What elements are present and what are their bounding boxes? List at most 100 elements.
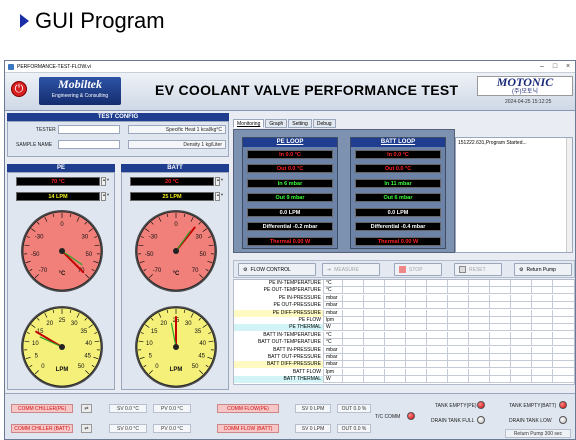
row-unit: lpm (326, 317, 335, 323)
grid-line (468, 368, 469, 376)
grid-line (468, 361, 469, 369)
grid-line (468, 317, 469, 324)
grid-line (363, 376, 364, 384)
row-unit: mbar (326, 294, 338, 301)
grid-line (510, 294, 511, 302)
gauge-tick (207, 260, 213, 264)
pe-temp-spinner[interactable]: ▲▼ (101, 177, 110, 186)
slide-title-text: GUI Program (35, 8, 165, 33)
gauge-tick (202, 324, 207, 328)
grid-line (468, 324, 469, 332)
triangle-bullet-icon (20, 14, 29, 28)
table-row: PE OUT-PRESSURE mbar (234, 302, 574, 310)
loop-monitor-area: PE LOOP In 0.0 °C Out 0.0 °C In 6 mbar O… (233, 129, 455, 253)
pe-flow-setpoint[interactable]: 14 LPM (16, 192, 100, 201)
grid-line (552, 294, 553, 302)
sample-name-input[interactable] (58, 140, 120, 149)
grid-line (489, 361, 490, 369)
gauge-tick-label: 45 (198, 353, 205, 359)
window-title: PERFORMANCE-TEST-FLOW.vi (17, 63, 91, 70)
grid-line (426, 368, 427, 376)
gauge-tick (148, 274, 153, 279)
comm-chiller-pe-button[interactable]: COMM CHILLER(PE) (11, 404, 73, 413)
gauge-tick-label: 70 (192, 268, 199, 274)
stop-button[interactable]: STOP (394, 263, 442, 276)
power-button[interactable]: ⏻ (11, 81, 27, 97)
gauge-tick-label: 30 (185, 321, 192, 327)
grid-line (405, 317, 406, 324)
tab-setting[interactable]: Setting (288, 119, 312, 128)
comm-flow-pe-button[interactable]: COMM FLOW(PE) (217, 404, 279, 413)
tester-input[interactable] (58, 125, 120, 134)
tank-empty-batt-label: TANK EMPTY(BATT) (509, 403, 557, 409)
grid-line (342, 324, 343, 332)
gauge-tick (84, 317, 87, 321)
gauge-tick (205, 268, 209, 272)
specific-heat-field[interactable]: Specific Heat 1 kcal/kg°C (128, 125, 226, 134)
batt-flow-setpoint[interactable]: 25 LPM (130, 192, 214, 201)
close-icon[interactable]: × (565, 63, 571, 70)
grid-line (384, 317, 385, 324)
pe-temp-setpoint[interactable]: 70 °C (16, 177, 100, 186)
log-output[interactable]: 151222.631,Program Started... (455, 137, 573, 253)
gauge-tick (183, 213, 186, 218)
gauge-tick (208, 332, 212, 334)
gauge-secondary-needle (170, 322, 177, 348)
gauge-tick (140, 332, 144, 334)
gauge-tick (84, 221, 87, 225)
gauge-tick (183, 309, 186, 314)
density-field[interactable]: Density 1 kg/Liter (128, 140, 226, 149)
gauge-tick-label: 50 (85, 252, 92, 258)
flow-control-button[interactable]: ⚙ FLOW CONTROL (238, 263, 316, 276)
gauge-tick (143, 268, 147, 272)
gauge-secondary-needle (39, 336, 63, 348)
grid-line (510, 368, 511, 376)
chiller-batt-settings-icon[interactable]: ⇄ (81, 424, 92, 433)
maximize-icon[interactable]: □ (552, 63, 558, 70)
grid-line (342, 287, 343, 295)
gauge-tick (24, 340, 30, 343)
grid-line (510, 309, 511, 317)
table-row: BATT IN-PRESSURE mbar (234, 346, 574, 354)
grid-line (363, 361, 364, 369)
grid-line (384, 376, 385, 384)
tab-monitoring[interactable]: Monitoring (233, 119, 265, 128)
tab-debug[interactable]: Debug (312, 119, 336, 128)
gauge-tick-label: 50 (78, 364, 85, 370)
minimize-icon[interactable]: – (540, 63, 544, 70)
drain-tank-full-label: DRAIN TANK FULL (431, 418, 475, 424)
pe-flow-spinner[interactable]: ▲▼ (101, 192, 110, 201)
tc-comm-led (407, 412, 415, 420)
gauge-tick-label: 40 (199, 341, 206, 347)
tab-graph[interactable]: Graph (265, 119, 288, 128)
gauge-tick (208, 340, 214, 343)
grid-line (531, 302, 532, 310)
chiller-pe-settings-icon[interactable]: ⇄ (81, 404, 92, 413)
grid-line (468, 302, 469, 310)
batt-temp-setpoint[interactable]: 20 °C (130, 177, 214, 186)
grid-line (426, 294, 427, 302)
batt-loop-header: BATT LOOP (351, 138, 445, 147)
gauge-tick (140, 236, 144, 238)
measure-button[interactable]: ➜ MEASURE (322, 263, 380, 276)
batt-flow-spinner[interactable]: ▲▼ (215, 192, 224, 201)
comm-chiller-batt-button[interactable]: COMM CHILLER (BATT) (11, 424, 73, 433)
log-scrollbar[interactable] (566, 138, 572, 252)
grid-line (489, 294, 490, 302)
comm-flow-batt-button[interactable]: COMM FLOW (BATT) (217, 424, 279, 433)
gauge-unit-label: LPM (170, 367, 183, 373)
batt-temp-spinner[interactable]: ▲▼ (215, 177, 224, 186)
reset-button[interactable]: RESET (454, 263, 502, 276)
row-name: BATT THERMAL (234, 376, 324, 384)
gauge-tick (93, 356, 99, 360)
grid-line (426, 361, 427, 369)
grid-line (447, 309, 448, 317)
grid-line (468, 280, 469, 287)
gauge-tick (158, 312, 162, 318)
row-unit: mbar (326, 354, 338, 360)
grid-line (447, 354, 448, 361)
row-name: PE THERMAL (234, 324, 324, 332)
grid-line (552, 331, 553, 339)
return-pump-button[interactable]: ⚙ Return Pump (514, 263, 572, 276)
